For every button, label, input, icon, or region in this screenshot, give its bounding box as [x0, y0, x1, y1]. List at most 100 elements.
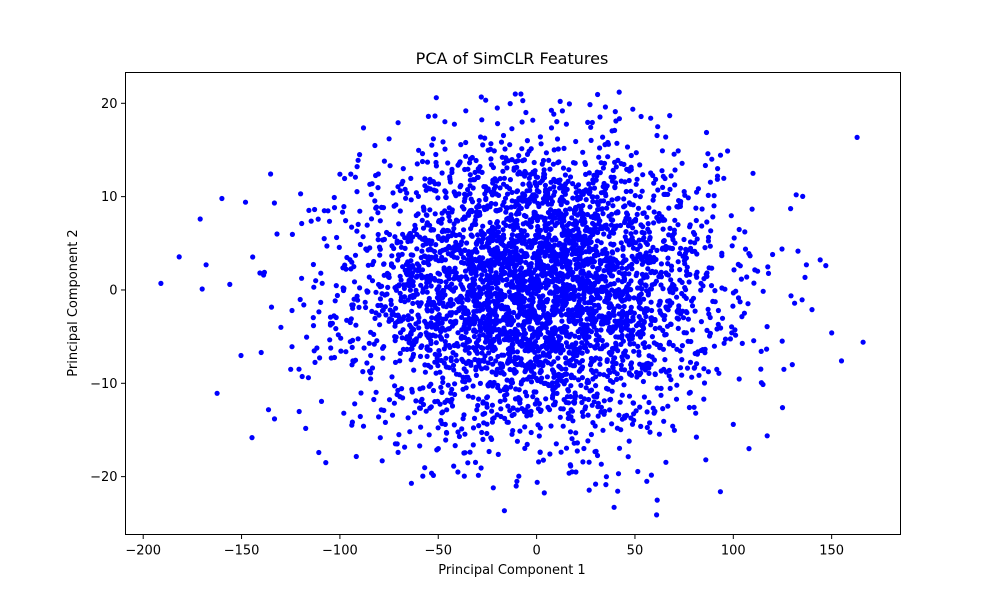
- data-point: [334, 234, 340, 241]
- data-point: [268, 171, 274, 177]
- data-point: [268, 304, 275, 310]
- data-point: [551, 298, 557, 304]
- data-point: [630, 106, 636, 112]
- data-point: [588, 124, 594, 130]
- x-axis-label: Principal Component 1: [438, 563, 585, 578]
- data-point: [593, 374, 599, 380]
- data-point: [609, 273, 616, 279]
- data-point: [555, 373, 561, 379]
- data-point: [563, 360, 569, 366]
- data-point: [649, 334, 656, 340]
- data-point: [598, 206, 604, 212]
- data-point: [687, 224, 693, 230]
- data-point: [561, 329, 568, 335]
- data-point: [709, 265, 715, 271]
- data-point: [341, 204, 347, 210]
- data-point: [334, 292, 340, 299]
- data-point: [590, 369, 596, 375]
- data-point: [564, 200, 570, 206]
- data-point: [634, 211, 640, 217]
- data-point: [817, 257, 823, 263]
- data-point: [568, 357, 574, 363]
- data-point: [373, 389, 379, 395]
- data-point: [564, 186, 570, 192]
- data-point: [672, 182, 678, 188]
- data-point: [421, 274, 427, 280]
- data-point: [424, 344, 430, 350]
- y-tick-label: −10: [90, 377, 117, 392]
- data-point: [534, 343, 540, 350]
- data-point: [357, 285, 363, 291]
- data-point: [417, 405, 423, 411]
- data-point: [552, 189, 558, 195]
- data-point: [534, 320, 541, 326]
- data-point: [465, 166, 471, 172]
- data-point: [626, 296, 632, 302]
- data-point: [342, 262, 348, 268]
- data-point: [606, 233, 612, 240]
- data-point: [580, 413, 586, 419]
- data-point: [601, 411, 607, 417]
- data-point: [516, 302, 522, 308]
- data-point: [674, 346, 680, 352]
- data-point: [559, 194, 565, 200]
- data-point: [433, 95, 439, 101]
- data-point: [369, 278, 376, 284]
- data-point: [588, 300, 594, 306]
- data-point: [326, 218, 333, 224]
- data-point: [549, 380, 556, 386]
- data-point: [608, 352, 614, 358]
- data-point: [494, 105, 500, 111]
- data-point: [410, 300, 416, 306]
- data-point: [484, 394, 491, 400]
- data-point: [638, 423, 644, 429]
- data-point: [480, 302, 487, 308]
- data-point: [398, 244, 404, 250]
- data-point: [297, 296, 303, 303]
- data-point: [474, 348, 480, 354]
- data-point: [611, 281, 617, 287]
- data-point: [557, 185, 563, 191]
- data-point: [426, 299, 432, 305]
- data-point: [649, 307, 655, 314]
- data-point: [552, 222, 558, 229]
- data-point: [368, 329, 374, 335]
- data-point: [543, 244, 549, 250]
- data-point: [505, 260, 511, 266]
- data-point: [299, 373, 305, 380]
- data-point: [681, 258, 688, 264]
- data-point: [452, 247, 458, 253]
- data-point: [466, 338, 473, 344]
- data-point: [539, 363, 546, 369]
- data-point: [670, 342, 676, 349]
- data-point: [631, 256, 637, 262]
- data-point: [547, 451, 553, 457]
- data-point: [466, 315, 472, 321]
- data-point: [459, 299, 465, 306]
- data-point: [408, 197, 414, 203]
- data-point: [479, 232, 485, 238]
- data-point: [590, 194, 596, 200]
- data-point: [601, 180, 607, 187]
- data-point: [488, 141, 494, 147]
- data-point: [518, 381, 524, 387]
- data-point: [624, 265, 630, 272]
- data-point: [436, 271, 443, 277]
- data-point: [532, 276, 538, 282]
- data-point: [662, 332, 668, 338]
- data-point: [650, 197, 656, 203]
- data-point: [692, 248, 698, 254]
- data-point: [534, 255, 540, 261]
- data-point: [615, 334, 621, 340]
- data-point: [679, 372, 685, 378]
- data-point: [608, 222, 615, 228]
- data-point: [353, 453, 359, 460]
- data-point: [573, 430, 579, 436]
- data-point: [522, 389, 529, 395]
- data-point: [528, 146, 534, 152]
- data-point: [478, 259, 484, 265]
- data-point: [684, 268, 690, 274]
- data-point: [536, 244, 543, 250]
- data-point: [528, 239, 534, 245]
- data-point: [648, 115, 654, 121]
